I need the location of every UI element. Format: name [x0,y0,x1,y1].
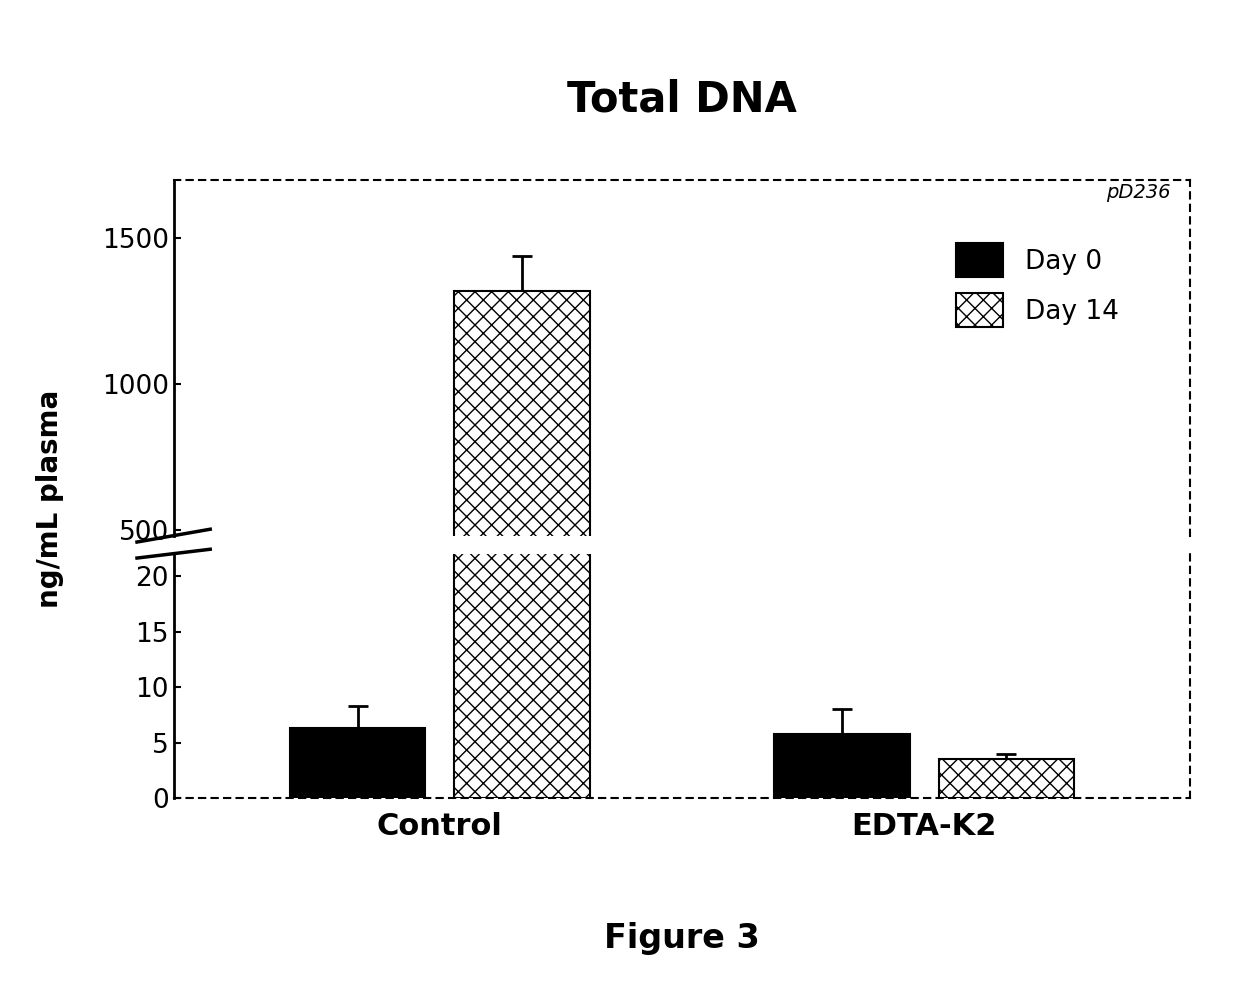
Bar [454,290,590,676]
Text: Total DNA: Total DNA [567,79,797,121]
Bar [454,0,590,798]
Bar [290,674,425,676]
Bar [774,674,910,676]
Text: ng/mL plasma: ng/mL plasma [36,390,63,608]
Text: pD236: pD236 [1106,184,1171,203]
Bar [939,675,1074,676]
Bar [939,759,1074,798]
Bar [774,734,910,798]
Legend: Day 0, Day 14: Day 0, Day 14 [949,236,1126,335]
Bar [290,729,425,798]
Text: Figure 3: Figure 3 [604,921,760,955]
